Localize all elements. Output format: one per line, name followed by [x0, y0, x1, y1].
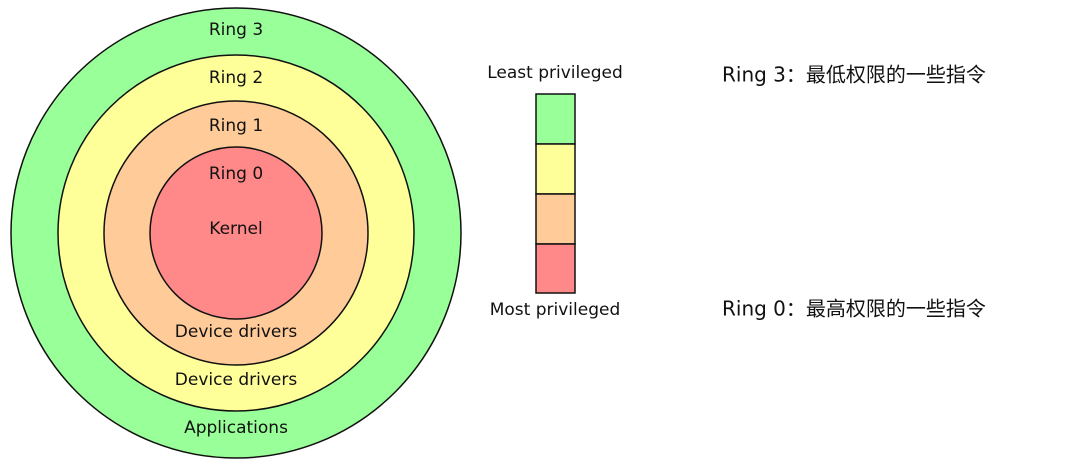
ring-label: Device drivers: [175, 322, 298, 342]
legend-bottom: Most privileged: [490, 300, 621, 320]
ring-name: Ring 1: [209, 116, 263, 136]
legend-box: [535, 93, 576, 145]
legend-top: Least privileged: [487, 63, 623, 83]
ring-name: Ring 3: [209, 20, 263, 40]
note: Ring 3：最低权限的一些指令: [722, 63, 986, 87]
ring-label: Kernel: [209, 219, 262, 239]
ring-label: Device drivers: [175, 370, 298, 390]
ring-name: Ring 2: [209, 68, 263, 88]
legend-box: [535, 143, 576, 195]
ring-label: Applications: [184, 418, 288, 438]
ring-name: Ring 0: [209, 164, 263, 184]
ring-0-circle: [149, 146, 323, 320]
legend-box: [535, 243, 576, 294]
note: Ring 0：最高权限的一些指令: [722, 297, 986, 321]
legend-box: [535, 193, 576, 245]
